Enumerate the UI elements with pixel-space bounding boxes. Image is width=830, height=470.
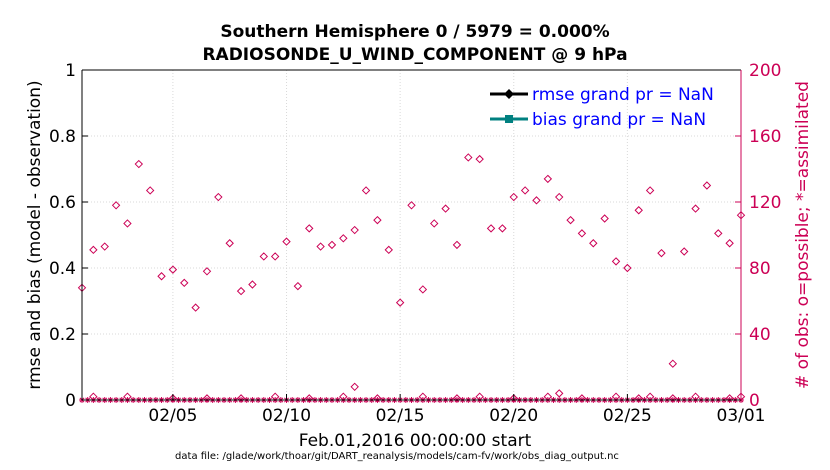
obs-possible-point (225, 239, 234, 248)
y-right-tick-label: 0 (749, 391, 760, 411)
x-tick-label: 02/20 (489, 406, 538, 426)
y-right-tick-label: 120 (749, 193, 781, 213)
obs-possible-point (134, 159, 144, 169)
x-tick-label: 02/15 (376, 406, 425, 426)
obs-possible-point (395, 298, 405, 307)
obs-possible-point (611, 257, 621, 266)
x-tick-label: 02/05 (148, 406, 197, 426)
obs-possible-point (305, 224, 314, 233)
obs-possible-point (180, 278, 189, 288)
obs-possible-point (418, 285, 428, 294)
obs-possible-point (714, 229, 723, 238)
obs-possible-point (327, 240, 337, 250)
obs-possible-point (236, 286, 246, 296)
obs-possible-point (691, 204, 700, 213)
obs-possible-point (679, 247, 689, 256)
obs-possible-point (702, 181, 712, 190)
obs-near-zero-point (554, 389, 564, 398)
obs-possible-point (577, 229, 587, 238)
obs-possible-point (464, 153, 473, 162)
obs-possible-point (214, 192, 223, 202)
x-tick-label: 02/25 (603, 406, 652, 426)
chart-subtitle: RADIOSONDE_U_WIND_COMPONENT @ 9 hPa (202, 45, 627, 65)
obs-possible-point (100, 242, 109, 251)
y-left-tick-label: 0 (65, 391, 76, 411)
y-axis-label-right: # of obs: o=possible; *=assimilated (793, 81, 813, 389)
obs-possible-point (168, 265, 178, 274)
obs-possible-point (111, 201, 121, 210)
obs-possible-point (634, 206, 643, 215)
obs-possible-point (361, 186, 371, 195)
obs-possible-point (145, 186, 155, 195)
axes-layer: 02/05 02/10 02/15 02/20 02/25 03/0100.20.40.6… (49, 61, 782, 426)
legend-bias-label: bias grand pr = NaN (532, 110, 706, 130)
y-right-tick-label: 160 (749, 127, 781, 147)
obs-possible-point (259, 252, 269, 261)
chart-title: Southern Hemisphere 0 / 5979 = 0.000% (220, 22, 609, 42)
grid-layer (82, 70, 742, 400)
obs-possible-point (373, 215, 382, 225)
obs-possible-point (725, 239, 734, 248)
obs-possible-point (486, 224, 496, 233)
obs-possible-point (520, 186, 530, 195)
obs-possible-point (123, 219, 132, 228)
obs-possible-point (282, 237, 291, 246)
obs-possible-point (157, 272, 166, 281)
obs-possible-point (543, 174, 553, 184)
y-axis-label-left: rmse and bias (model - observation) (25, 80, 45, 389)
obs-possible-point (430, 219, 439, 228)
x-tick-label: 03/01 (717, 406, 766, 426)
obs-possible-point (441, 204, 450, 213)
obs-possible-point (316, 242, 325, 251)
legend-rmse-label: rmse grand pr = NaN (532, 85, 714, 105)
obs-possible-point (645, 186, 655, 195)
y-left-tick-label: 0.8 (49, 127, 76, 147)
obs-possible-point (498, 224, 507, 233)
obs-possible-point (668, 359, 678, 368)
legend-rmse-marker (504, 89, 514, 99)
legend: rmse grand pr = NaN bias grand pr = NaN (490, 85, 714, 130)
plot-area (82, 70, 741, 400)
obs-possible-point (202, 267, 212, 276)
data-file-footer: data file: /glade/work/thoar/git/DART_re… (175, 451, 619, 462)
y-left-tick-label: 0.4 (49, 259, 76, 279)
obs-near-zero-point (350, 382, 359, 392)
obs-possible-point (566, 215, 575, 225)
y-left-tick-label: 0.6 (49, 193, 76, 213)
obs-possible-point (589, 239, 598, 248)
obs-possible-point (293, 281, 303, 291)
obs-possible-point (532, 196, 541, 205)
obs-possible-point (600, 214, 609, 223)
obs-possible-point (475, 154, 484, 164)
x-axis-label: Feb.01,2016 00:00:00 start (299, 431, 532, 451)
obs-possible-point (339, 234, 348, 243)
y-right-tick-label: 200 (749, 61, 781, 81)
y-right-tick-label: 80 (749, 259, 771, 279)
obs-possible-point (554, 192, 564, 202)
y-right-tick-label: 40 (749, 325, 771, 345)
obs-possible-point (452, 240, 462, 250)
y-left-tick-label: 1 (65, 61, 76, 81)
obs-possible-point (350, 225, 359, 235)
obs-possible-point (407, 201, 416, 210)
obs-possible-point (384, 245, 393, 255)
obs-possible-point (623, 263, 632, 273)
obs-possible-point (248, 280, 257, 289)
obs-possible-point (191, 303, 200, 312)
legend-bias-marker (505, 115, 513, 123)
y-left-tick-label: 0.2 (49, 325, 76, 345)
obs-possible-point (509, 192, 518, 202)
obs-possible-point (270, 252, 280, 261)
obs-possible-point (89, 245, 98, 255)
obs-possible-point (657, 248, 666, 258)
x-tick-label: 02/10 (262, 406, 311, 426)
